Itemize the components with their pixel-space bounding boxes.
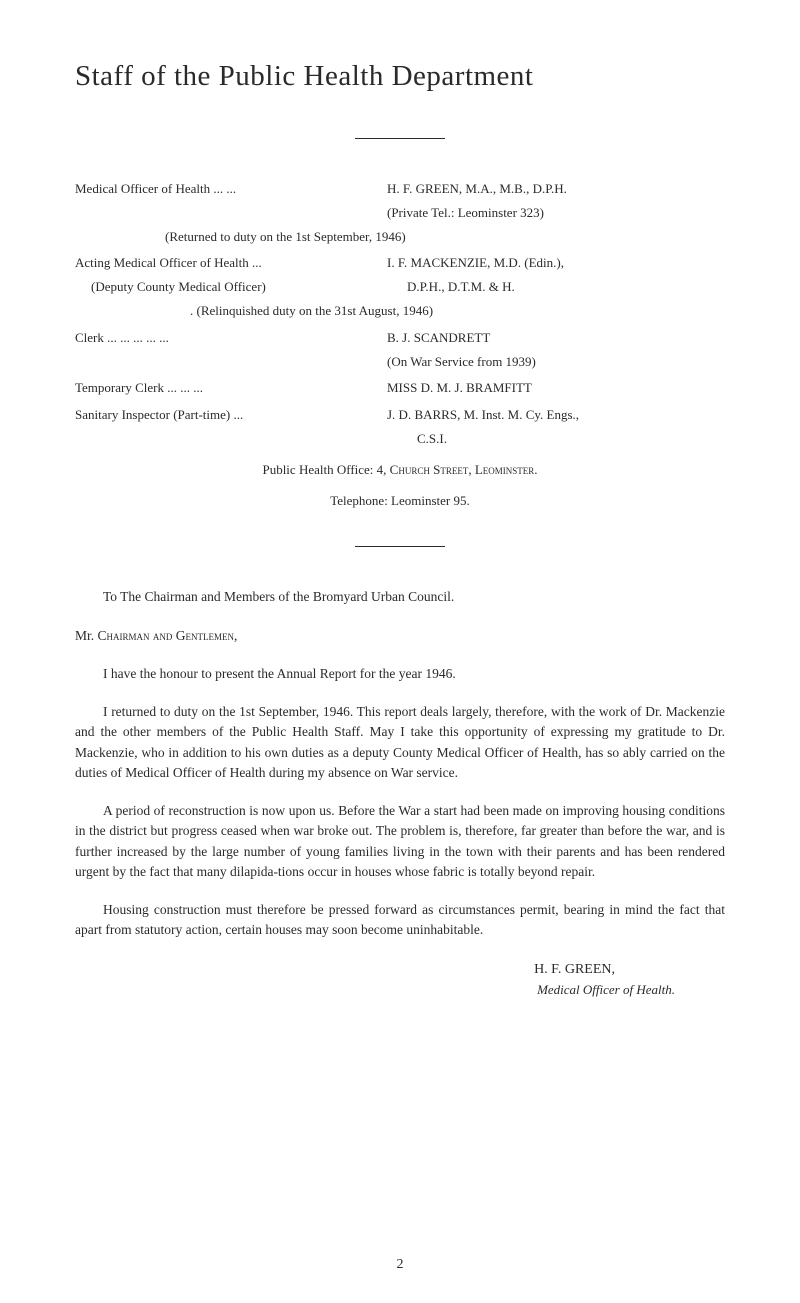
staff-row-medical-officer: Medical Officer of Health ... ... H. F. … bbox=[75, 179, 725, 200]
paragraph-2: I returned to duty on the 1st September,… bbox=[75, 702, 725, 783]
staff-row-temp-clerk: Temporary Clerk ... ... ... MISS D. M. J… bbox=[75, 378, 725, 399]
salutation-prefix: Mr. bbox=[75, 628, 98, 643]
signature-block: H. F. GREEN, Medical Officer of Health. bbox=[75, 959, 725, 1000]
staff-name: MISS D. M. J. BRAMFITT bbox=[387, 378, 725, 399]
staff-row-sub: (Private Tel.: Leominster 323) bbox=[75, 203, 725, 224]
signature-name: H. F. GREEN, bbox=[75, 959, 615, 980]
staff-row-deputy: (Deputy County Medical Officer) D.P.H., … bbox=[75, 277, 725, 298]
letter-body: To The Chairman and Members of the Bromy… bbox=[75, 587, 725, 999]
staff-row-clerk: Clerk ... ... ... ... ... B. J. SCANDRET… bbox=[75, 328, 725, 349]
page-title: Staff of the Public Health Department bbox=[75, 60, 725, 93]
staff-name: B. J. SCANDRETT bbox=[387, 328, 725, 349]
staff-name: J. D. BARRS, M. Inst. M. Cy. Engs., bbox=[387, 405, 725, 426]
office-address: Public Health Office: 4, Church Street, … bbox=[75, 460, 725, 481]
staff-role: Temporary Clerk ... ... ... bbox=[75, 378, 387, 399]
office-address-caps: Church Street, Leominster. bbox=[390, 462, 538, 477]
staff-name: H. F. GREEN, M.A., M.B., D.P.H. bbox=[387, 179, 725, 200]
office-prefix: Public Health Office: 4, bbox=[262, 462, 389, 477]
staff-row-sub: (On War Service from 1939) bbox=[75, 352, 725, 373]
staff-name: I. F. MACKENZIE, M.D. (Edin.), bbox=[387, 253, 725, 274]
staff-row-sanitary-inspector: Sanitary Inspector (Part-time) ... J. D.… bbox=[75, 405, 725, 426]
staff-role-sub: (Deputy County Medical Officer) bbox=[75, 277, 387, 298]
salutation: Mr. Chairman and Gentlemen, bbox=[75, 626, 725, 646]
office-telephone: Telephone: Leominster 95. bbox=[75, 491, 725, 512]
signature-title: Medical Officer of Health. bbox=[75, 980, 675, 1000]
empty bbox=[75, 203, 387, 224]
paragraph-4: Housing construction must therefore be p… bbox=[75, 900, 725, 941]
paragraph-3: A period of reconstruction is now upon u… bbox=[75, 801, 725, 882]
addressee: To The Chairman and Members of the Bromy… bbox=[75, 587, 725, 607]
staff-role: Acting Medical Officer of Health ... bbox=[75, 253, 387, 274]
staff-role: Sanitary Inspector (Part-time) ... bbox=[75, 405, 387, 426]
page-number: 2 bbox=[397, 1257, 404, 1273]
staff-section: Medical Officer of Health ... ... H. F. … bbox=[75, 179, 725, 511]
staff-note: . (Relinquished duty on the 31st August,… bbox=[190, 301, 725, 322]
staff-row-sub: C.S.I. bbox=[75, 429, 725, 450]
salutation-caps: Chairman and Gentlemen, bbox=[98, 628, 238, 643]
staff-contact: (Private Tel.: Leominster 323) bbox=[387, 203, 725, 224]
title-divider bbox=[355, 138, 445, 139]
staff-role: Medical Officer of Health ... ... bbox=[75, 179, 387, 200]
paragraph-1: I have the honour to present the Annual … bbox=[75, 664, 725, 684]
staff-note: (Returned to duty on the 1st September, … bbox=[165, 227, 725, 248]
staff-credentials: D.P.H., D.T.M. & H. bbox=[387, 277, 725, 298]
empty bbox=[75, 429, 387, 450]
staff-role: Clerk ... ... ... ... ... bbox=[75, 328, 387, 349]
empty bbox=[75, 352, 387, 373]
staff-row-acting-officer: Acting Medical Officer of Health ... I. … bbox=[75, 253, 725, 274]
staff-note: (On War Service from 1939) bbox=[387, 352, 725, 373]
section-divider bbox=[355, 546, 445, 547]
staff-credentials: C.S.I. bbox=[387, 429, 725, 450]
